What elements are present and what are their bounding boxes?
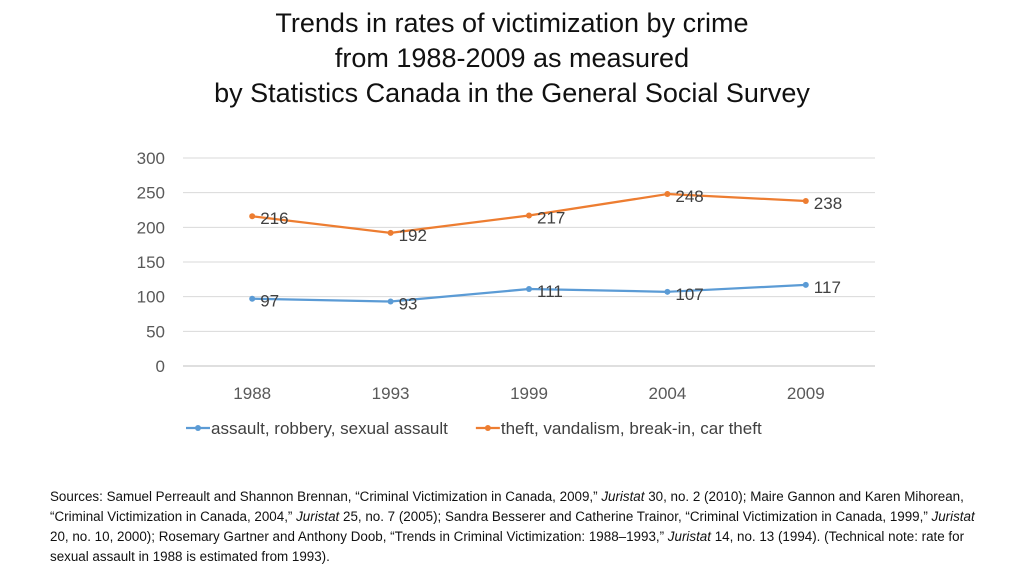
data-point (387, 229, 394, 236)
sources-note: Sources: Samuel Perreault and Shannon Br… (50, 487, 990, 567)
data-point (664, 288, 671, 295)
source-journal-3: Juristat (931, 509, 975, 524)
data-label: 93 (399, 295, 418, 314)
data-point (802, 281, 809, 288)
y-tick-label: 50 (146, 322, 165, 341)
chart-title-line-1: Trends in rates of victimization by crim… (275, 8, 749, 38)
x-tick-label: 2004 (648, 384, 686, 403)
x-tick-label: 1999 (510, 384, 548, 403)
data-label: 117 (814, 278, 841, 297)
data-label: 111 (537, 282, 563, 301)
data-label: 192 (399, 226, 427, 245)
x-tick-label: 1993 (372, 384, 410, 403)
y-tick-label: 200 (137, 218, 165, 237)
data-point (664, 191, 671, 198)
legend-marker (484, 425, 491, 431)
source-text-2: 30, no. 2 (2010); Maire Gannon and Karen… (50, 489, 964, 524)
legend-entry: assault, robbery, sexual assault (211, 419, 448, 438)
data-point (249, 295, 256, 302)
legend-entry: theft, vandalism, break-in, car theft (501, 419, 762, 438)
data-point (526, 286, 532, 293)
data-point (802, 197, 809, 204)
data-label: 248 (675, 187, 703, 206)
data-point (387, 298, 394, 305)
chart-title: Trends in rates of victimization by crim… (0, 6, 1024, 111)
source-journal-1: Juristat (601, 489, 645, 504)
chart-title-line-2: from 1988-2009 as measured (334, 43, 690, 73)
source-text-1: Sources: Samuel Perreault and Shannon Br… (50, 489, 602, 504)
chart-title-line-3: by Statistics Canada in the General Soci… (214, 78, 810, 108)
line-chart: 0 50 100 150 200 250 300 1988 1993 1999 2004 2009 97… (137, 149, 875, 438)
source-journal-4: Juristat (667, 529, 711, 544)
y-tick-label: 0 (156, 357, 165, 376)
source-journal-2: Juristat (296, 509, 340, 524)
source-text-3: 25, no. 7 (2005); Sandra Besserer and Ca… (339, 509, 932, 524)
y-tick-label: 250 (137, 184, 165, 203)
legend-marker (195, 425, 201, 431)
x-tick-label: 1988 (233, 384, 271, 403)
data-label: 217 (537, 209, 565, 228)
data-point (526, 212, 532, 219)
data-label: 216 (260, 209, 288, 228)
y-tick-label: 300 (137, 149, 165, 168)
x-tick-label: 2009 (787, 384, 825, 403)
data-label: 107 (675, 285, 703, 304)
data-label: 97 (260, 292, 279, 311)
source-text-5: 14, no. 13 (1994). (Technical note: rate… (50, 529, 965, 564)
data-point (249, 213, 256, 220)
y-tick-label: 150 (137, 253, 165, 272)
data-label: 238 (814, 194, 842, 213)
source-text-4: 20, no. 10, 2000); Rosemary Gartner and … (50, 529, 668, 544)
y-tick-label: 100 (137, 288, 165, 307)
